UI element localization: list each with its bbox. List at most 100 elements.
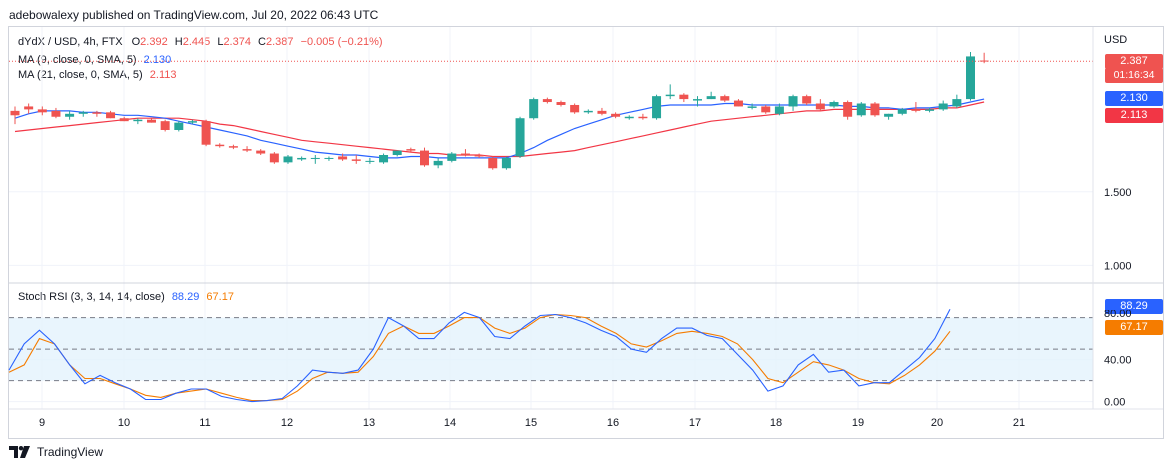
candle-body	[379, 155, 389, 163]
candle-body	[720, 96, 730, 101]
time-tick-label: 15	[525, 417, 537, 429]
ma21-value: 2.113	[149, 69, 177, 81]
candle	[774, 103, 784, 116]
candle-body	[501, 157, 511, 169]
ma21-label: MA (21, close, 0, SMA, 5)	[18, 69, 143, 81]
candle-body	[802, 96, 812, 104]
candle-body	[597, 110, 607, 114]
high-label: H	[174, 36, 183, 48]
candle-body	[665, 94, 675, 97]
candle	[119, 116, 129, 122]
candle-body	[338, 156, 348, 160]
candle	[747, 103, 757, 110]
candle-body	[297, 157, 307, 160]
candle-body	[583, 110, 593, 113]
candle	[460, 149, 470, 157]
candle-body	[215, 144, 225, 147]
candle-body	[570, 104, 580, 113]
time-tick-label: 21	[1013, 417, 1025, 429]
candle	[147, 118, 156, 123]
candle	[488, 156, 498, 170]
candle-body	[51, 110, 61, 117]
candle	[392, 150, 402, 157]
candle-body	[897, 109, 907, 114]
candle-body	[37, 109, 47, 113]
candle-body	[460, 153, 470, 155]
candle-body	[174, 122, 184, 130]
candle-body	[611, 113, 621, 117]
time-tick-label: 10	[118, 417, 130, 429]
candle	[133, 118, 143, 125]
symbol-label[interactable]: dYdX / USD, 4h, FTX	[18, 36, 123, 48]
time-tick-label: 12	[281, 417, 293, 429]
candle	[338, 153, 348, 161]
candle	[379, 153, 389, 164]
stoch-band	[9, 317, 1093, 382]
ma21-line	[14, 101, 985, 158]
candle	[160, 119, 170, 132]
candle	[884, 113, 894, 120]
candle-body	[420, 150, 429, 166]
candle	[911, 102, 921, 113]
candle	[952, 94, 962, 108]
candle	[187, 119, 197, 125]
candle-body	[829, 102, 839, 107]
candle	[597, 107, 607, 116]
candle-body	[488, 157, 498, 169]
candle	[501, 156, 511, 170]
candle	[925, 107, 935, 113]
time-tick-label: 13	[363, 417, 375, 429]
candle	[720, 94, 730, 103]
candle	[92, 110, 102, 117]
candle-body	[392, 150, 402, 155]
time-tick-label: 19	[852, 417, 864, 429]
candle	[447, 152, 457, 163]
time-tick-label: 17	[689, 417, 701, 429]
candle-body	[529, 99, 539, 119]
candle	[815, 99, 825, 111]
low-value: 2.374	[223, 36, 251, 48]
candle	[433, 157, 443, 169]
candle-body	[10, 110, 20, 116]
candle-body	[556, 102, 566, 105]
candle	[665, 84, 675, 100]
candle-body	[160, 121, 170, 130]
currency-label[interactable]: USD	[1104, 34, 1128, 46]
chart-frame	[8, 26, 1164, 439]
candle-body	[938, 103, 948, 110]
ma21-legend[interactable]: MA (21, close, 0, SMA, 5) 2.113	[18, 69, 177, 81]
candle-body	[815, 103, 825, 110]
candle-body	[406, 149, 416, 151]
ma9-value: 2.130	[143, 54, 172, 66]
ma9-polyline	[14, 98, 985, 159]
candle-body	[966, 56, 975, 100]
candle	[365, 157, 375, 164]
candle	[174, 121, 184, 132]
candle-body	[78, 112, 88, 114]
candle	[870, 102, 880, 117]
candle-body	[324, 157, 334, 159]
candle-body	[679, 94, 689, 100]
candle-body	[65, 113, 75, 117]
candle-body	[269, 153, 279, 163]
candle-body	[256, 150, 266, 154]
candle	[611, 112, 621, 119]
candle	[693, 96, 702, 107]
candle	[420, 147, 429, 167]
low-label: L	[217, 36, 224, 48]
candle-body	[624, 116, 634, 119]
ma9-legend[interactable]: MA (9, close, 0, SMA, 5) 2.130	[18, 54, 171, 66]
candle	[938, 100, 948, 111]
candle-body	[92, 112, 102, 114]
close-label: C	[258, 36, 266, 48]
time-tick-label: 9	[39, 417, 45, 429]
candle-body	[106, 112, 116, 119]
candle	[802, 94, 812, 105]
candle-body	[365, 160, 375, 162]
candle	[269, 152, 279, 164]
stoch-legend[interactable]: Stoch RSI (3, 3, 14, 14, close) 88.29 67…	[18, 291, 234, 303]
last-price-badge: 2.387	[1105, 54, 1163, 69]
footer: TradingView	[9, 445, 103, 459]
candle-body	[187, 121, 197, 123]
